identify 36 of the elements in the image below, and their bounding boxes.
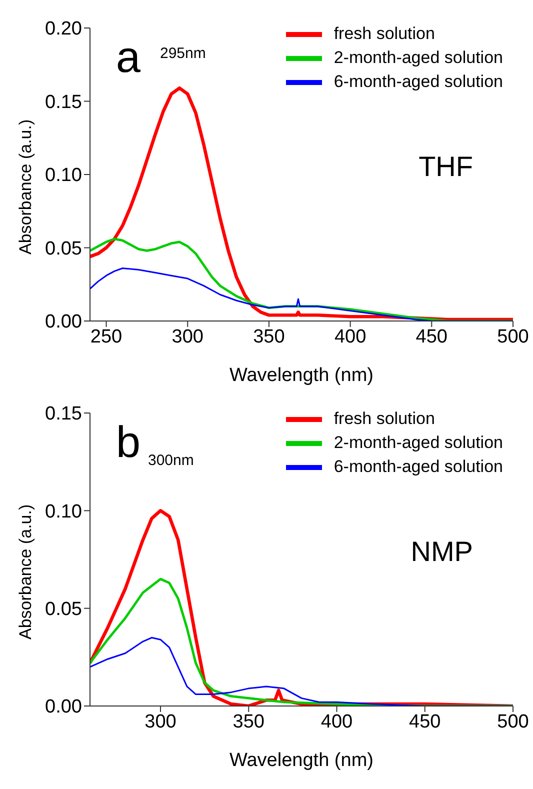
y-axis-title: Absorbance (a.u.)	[16, 119, 36, 254]
annotation: a	[116, 33, 140, 82]
annotation: 295nm	[160, 45, 206, 62]
x-tick-label: 500	[497, 326, 529, 348]
legend-label: 2-month-aged solution	[334, 432, 503, 454]
x-axis-title: Wavelength (nm)	[230, 750, 374, 771]
x-tick-label: 250	[90, 326, 122, 348]
annotation: THF	[418, 151, 473, 182]
x-tick-label: 300	[144, 711, 176, 732]
x-tick-label: 500	[497, 711, 529, 732]
legend-label: fresh solution	[334, 23, 435, 45]
legend-label: 2-month-aged solution	[334, 47, 503, 69]
annotation: 300nm	[148, 452, 194, 469]
y-tick-label: 0.15	[45, 404, 82, 425]
x-tick-label: 450	[416, 326, 448, 348]
y-tick-label: 0.10	[45, 501, 82, 522]
y-tick-label: 0.20	[45, 18, 82, 40]
x-axis-title: Wavelength (nm)	[230, 365, 374, 386]
annotation: b	[116, 418, 140, 467]
legend-label: 6-month-aged solution	[334, 71, 503, 93]
y-tick-label: 0.00	[45, 696, 82, 718]
x-tick-label: 400	[320, 711, 353, 732]
y-tick-label: 0.00	[45, 312, 82, 333]
y-tick-label: 0.15	[45, 92, 82, 113]
y-tick-label: 0.05	[45, 599, 82, 620]
legend-label: 6-month-aged solution	[334, 456, 503, 478]
y-tick-label: 0.05	[45, 238, 82, 260]
x-tick-label: 450	[409, 711, 441, 732]
annotation: NMP	[410, 536, 473, 567]
x-tick-label: 350	[253, 326, 285, 348]
x-tick-label: 300	[172, 326, 204, 348]
y-axis-title: Absorbance (a.u.)	[16, 504, 36, 640]
legend-label: fresh solution	[334, 408, 435, 430]
x-tick-label: 400	[334, 326, 366, 348]
x-tick-label: 350	[232, 711, 264, 732]
y-tick-label: 0.10	[45, 165, 82, 186]
